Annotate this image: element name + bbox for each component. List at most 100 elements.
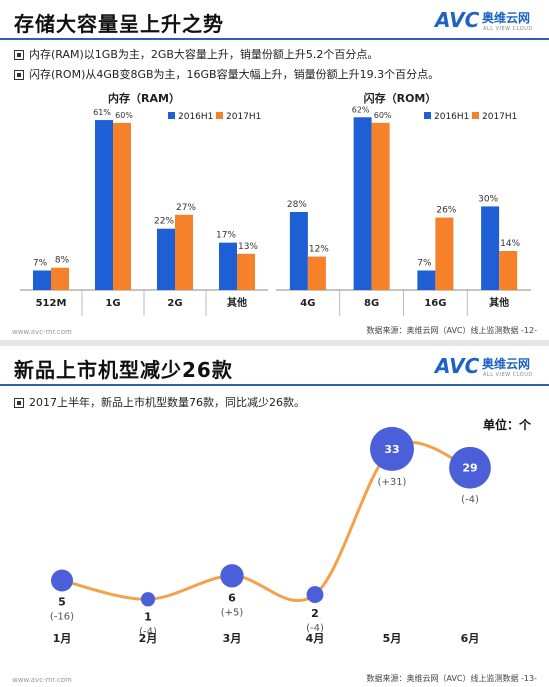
chart-title: 内存（RAM） — [108, 91, 180, 105]
unit-label: 单位：个 — [482, 418, 531, 432]
avc-logo: AVC 奥维云网 ALL VIEW CLOUD — [435, 6, 535, 36]
legend-label: 2016H1 — [178, 112, 213, 122]
data-point — [50, 569, 74, 592]
footer-url: www.avc-mr.com — [12, 328, 72, 336]
data-point — [449, 446, 491, 489]
bullet-text: 2017上半年，新品上市机型数量76款，同比减少26款。 — [29, 396, 305, 409]
bar-value-label: 14% — [500, 239, 520, 249]
x-tick-label: 2月 — [139, 632, 158, 645]
bar-value-label: 13% — [238, 242, 258, 252]
bar — [237, 253, 255, 290]
change-label: (+5) — [221, 607, 244, 618]
bar-value-label: 62% — [352, 105, 370, 114]
footer-url: www.avc-mr.com — [12, 676, 72, 684]
bar-value-label: 26% — [436, 206, 456, 216]
logo-cn: 奥维云网 — [482, 357, 531, 371]
x-tick-label: 其他 — [489, 296, 509, 309]
data-point — [220, 564, 244, 588]
x-tick-label: 3月 — [223, 632, 242, 645]
legend-swatch — [168, 112, 175, 119]
bar — [51, 267, 69, 290]
legend-label: 2017H1 — [482, 112, 517, 122]
legend-swatch — [216, 112, 223, 119]
bar — [353, 117, 372, 291]
bar — [219, 242, 237, 290]
bar-value-label: 30% — [478, 194, 498, 204]
data-value-label: 6 — [228, 591, 236, 604]
slide-title: 新品上市机型减少26款 — [14, 358, 233, 382]
bar-value-label: 60% — [374, 111, 392, 120]
data-value-label: 2 — [311, 607, 319, 620]
bar — [499, 251, 518, 290]
bar-value-label: 8% — [55, 256, 70, 266]
bullet-text: 内存(RAM)以1GB为主，2GB大容量上升，销量份额上升5.2个百分点。 — [29, 48, 379, 61]
data-value-label: 33 — [384, 443, 399, 456]
bar-value-label: 27% — [176, 203, 196, 213]
x-tick-label: 5月 — [383, 632, 402, 645]
slide-divider — [0, 340, 549, 346]
slide-title: 存储大容量呈上升之势 — [14, 12, 224, 36]
legend-swatch — [472, 112, 479, 119]
bar — [175, 214, 193, 290]
footer-source: 数据来源：奥维云网（AVC）线上监测数据 -12- — [366, 326, 537, 335]
x-tick-label: 1月 — [53, 632, 72, 645]
bar — [113, 122, 131, 290]
bar — [417, 270, 436, 290]
bar-value-label: 7% — [33, 259, 48, 269]
legend-swatch — [424, 112, 431, 119]
storage-slide: 存储大容量呈上升之势 AVC 奥维云网 ALL VIEW CLOUD 内存(RA… — [0, 0, 549, 342]
bullet-new-models: 2017上半年，新品上市机型数量76款，同比减少26款。 — [14, 394, 305, 410]
avc-logo: AVC 奥维云网 ALL VIEW CLOUD — [435, 352, 535, 382]
title-rule — [0, 38, 549, 40]
x-tick-label: 1G — [105, 298, 120, 309]
logo-en: ALL VIEW CLOUD — [483, 372, 533, 378]
bullet-square-icon — [14, 70, 24, 80]
storage-bar-charts: 内存（RAM） 2016H1 2017H1 7% 8% 512M 61% 60% 1G 22%27… — [20, 91, 531, 316]
chart-title: 闪存（ROM） — [364, 91, 437, 105]
new-models-slide: 新品上市机型减少26款 AVC 奥维云网 ALL VIEW CLOUD 2017… — [0, 346, 549, 687]
x-tick-label: 4月 — [306, 632, 325, 645]
legend-label: 2016H1 — [434, 112, 469, 122]
change-label: (-4) — [461, 495, 479, 506]
bullet-square-icon — [14, 398, 24, 408]
legend-label: 2017H1 — [226, 112, 261, 122]
bullet-ram: 内存(RAM)以1GB为主，2GB大容量上升，销量份额上升5.2个百分点。 — [14, 46, 378, 62]
footer-source: 数据来源：奥维云网（AVC）线上监测数据 -13- — [366, 674, 537, 683]
bar — [371, 122, 390, 290]
bar — [95, 120, 113, 290]
x-tick-label: 512M — [36, 298, 67, 309]
bullet-rom: 闪存(ROM)从4GB变8GB为主，16GB容量大幅上升，销量份额上升19.3个… — [14, 66, 439, 82]
logo-en: ALL VIEW CLOUD — [483, 26, 533, 32]
bar — [289, 212, 308, 290]
logo-avc: AVC — [435, 354, 480, 378]
data-value-label: 1 — [144, 610, 152, 623]
bar — [307, 256, 326, 290]
bullet-square-icon — [14, 50, 24, 60]
title-rule — [0, 384, 549, 386]
data-value-label: 29 — [462, 462, 477, 475]
bar-value-label: 17% — [216, 231, 236, 241]
change-label: (+31) — [378, 477, 407, 488]
change-label: (-4) — [139, 626, 157, 637]
data-value-label: 5 — [58, 596, 66, 609]
logo-avc: AVC — [435, 8, 480, 32]
bar-value-label: 28% — [287, 200, 307, 210]
bar — [435, 217, 454, 290]
bar-value-label: 60% — [115, 111, 133, 120]
data-point — [370, 426, 414, 471]
bar — [33, 270, 51, 290]
x-tick-label: 4G — [300, 298, 315, 309]
bar — [157, 228, 175, 290]
data-point — [140, 592, 156, 607]
x-tick-label: 其他 — [227, 296, 247, 309]
x-tick-label: 2G — [167, 298, 182, 309]
x-tick-label: 6月 — [461, 632, 480, 645]
logo-cn: 奥维云网 — [482, 11, 531, 25]
change-label: (-4) — [306, 623, 324, 634]
x-tick-label: 8G — [364, 298, 379, 309]
bar — [481, 206, 500, 290]
change-label: (-16) — [50, 612, 74, 623]
bar-value-label: 61% — [93, 108, 111, 117]
bar-value-label: 22% — [154, 217, 174, 227]
x-tick-label: 16G — [424, 298, 446, 309]
